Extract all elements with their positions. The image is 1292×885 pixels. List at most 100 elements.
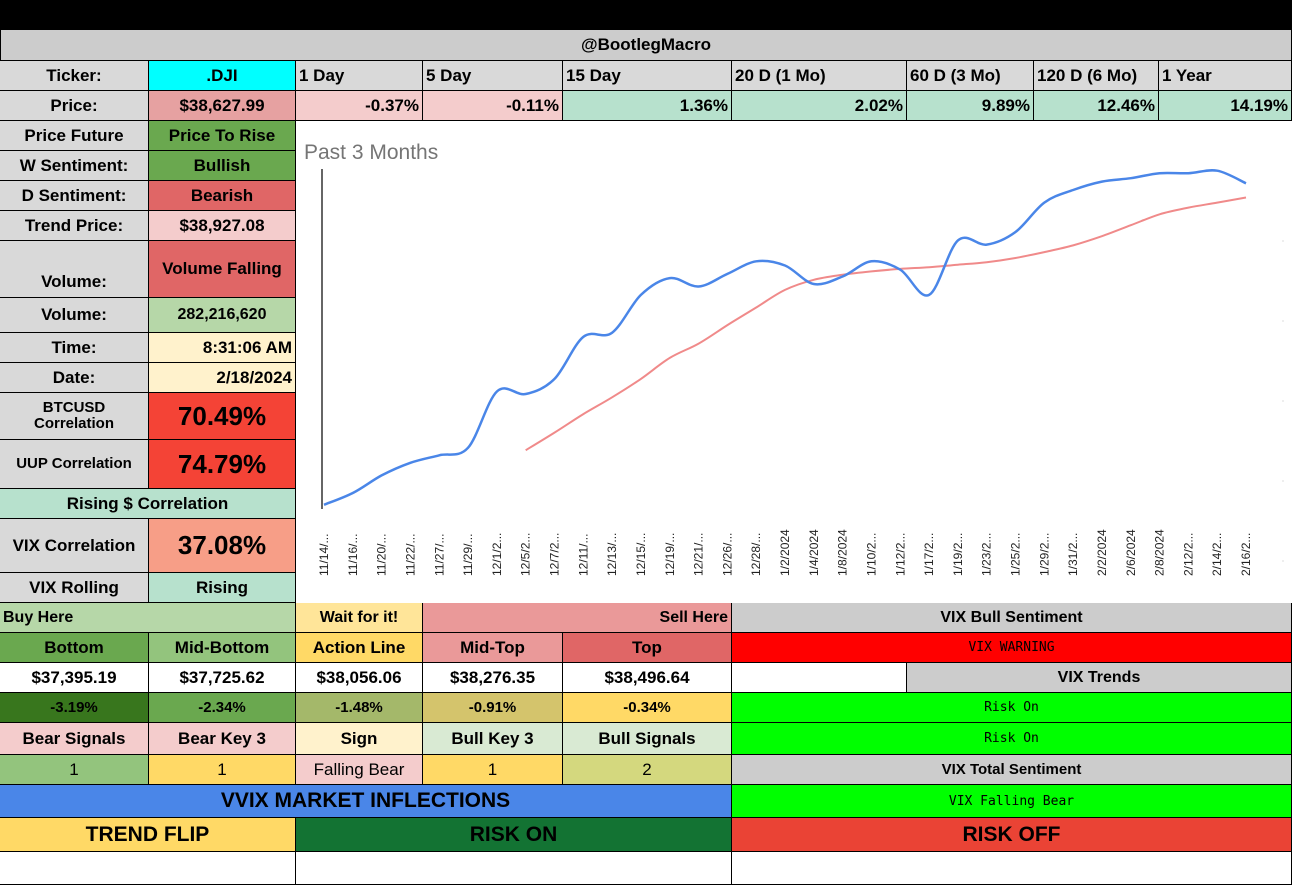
change-5-day: -0.11%	[423, 91, 563, 121]
chart-title: Past 3 Months	[304, 141, 438, 164]
signal-value-sign: Falling Bear	[296, 755, 423, 785]
x-tick-label: 2/14/2...	[1210, 533, 1224, 576]
wait-label: Wait for it!	[296, 603, 423, 633]
level-price-bottom: $37,395.19	[0, 663, 149, 693]
trend-flip-label: TREND FLIP	[0, 818, 296, 852]
x-tick-label: 2/8/2024	[1153, 529, 1167, 576]
level-price-mid-top: $38,276.35	[423, 663, 563, 693]
vvix-title: VVIX MARKET INFLECTIONS	[0, 785, 732, 818]
x-tick-label: 11/29/...	[461, 534, 475, 576]
level-header-mid-top: Mid-Top	[423, 633, 563, 663]
risk-off-cell	[732, 852, 1292, 885]
vix-blank-cell	[732, 663, 907, 693]
price-line	[323, 169, 1247, 506]
trend-flip-cell	[0, 852, 296, 885]
ticker-label: Ticker:	[0, 61, 149, 91]
period-1-day: 1 Day	[296, 61, 423, 91]
vix-falling-bear: VIX Falling Bear	[732, 785, 1292, 818]
x-tick-label: 12/19/...	[663, 533, 677, 576]
w-sentiment-label: W Sentiment:	[0, 151, 149, 181]
vix-risk-on-2: Risk On	[732, 723, 1292, 755]
change-1-year: 14.19%	[1159, 91, 1292, 121]
x-tick-label: 11/14/...	[317, 534, 331, 576]
level-header-mid-bottom: Mid-Bottom	[149, 633, 296, 663]
vix-warning: VIX WARNING	[732, 633, 1292, 663]
price-future-label: Price Future	[0, 121, 149, 151]
sell-here-label: Sell Here	[423, 603, 732, 633]
vix-total-sentiment-label: VIX Total Sentiment	[732, 755, 1292, 785]
x-tick-label: 2/12/2...	[1181, 533, 1195, 576]
period-20-day: 20 D (1 Mo)	[732, 61, 907, 91]
x-tick-label: 2/16/2...	[1239, 533, 1253, 576]
level-pct-mid-top: -0.91%	[423, 693, 563, 723]
x-tick-label: 11/22/...	[403, 534, 417, 576]
time-label: Time:	[0, 333, 149, 363]
btcusd-corr-label: BTCUSD Correlation	[0, 393, 149, 440]
x-tick-label: 12/21/...	[692, 533, 706, 576]
level-header-action-line: Action Line	[296, 633, 423, 663]
ticker-value[interactable]: .DJI	[149, 61, 296, 91]
signal-header-sign: Sign	[296, 723, 423, 755]
signal-header-bear-signals: Bear Signals	[0, 723, 149, 755]
price-value: $38,627.99	[149, 91, 296, 121]
risk-on-label: RISK ON	[296, 818, 732, 852]
trend-line	[525, 196, 1247, 452]
vix-trends-label: VIX Trends	[907, 663, 1292, 693]
signal-value-bear-signals: 1	[0, 755, 149, 785]
period-1-year: 1 Year	[1159, 61, 1292, 91]
vix-bull-sentiment-label: VIX Bull Sentiment	[732, 603, 1292, 633]
vix-corr-value: 37.08%	[149, 519, 296, 573]
x-tick-label: 11/20/...	[375, 534, 389, 576]
x-tick-label: 1/23/2...	[980, 533, 994, 576]
change-20-day: 2.02%	[732, 91, 907, 121]
signal-value-bear-key: 1	[149, 755, 296, 785]
period-60-day: 60 D (3 Mo)	[907, 61, 1034, 91]
x-tick-label: 12/1/2...	[490, 533, 504, 576]
signal-header-bull-signals: Bull Signals	[563, 723, 732, 755]
x-tick-label: 1/17/2...	[922, 533, 936, 576]
uup-corr-value: 74.79%	[149, 440, 296, 489]
volume-label: Volume:	[0, 298, 149, 333]
date-label: Date:	[0, 363, 149, 393]
vix-corr-label: VIX Correlation	[0, 519, 149, 573]
x-tick-label: 12/11/...	[576, 534, 590, 576]
x-tick-label: 11/27/...	[432, 534, 446, 576]
uup-corr-label: UUP Correlation	[0, 440, 149, 489]
d-sentiment-label: D Sentiment:	[0, 181, 149, 211]
x-tick-label: 1/10/2...	[864, 533, 878, 576]
d-sentiment-value: Bearish	[149, 181, 296, 211]
date-value: 2/18/2024	[149, 363, 296, 393]
x-tick-label: 2/6/2024	[1124, 529, 1138, 576]
vix-rolling-label: VIX Rolling	[0, 573, 149, 603]
level-price-mid-bottom: $37,725.62	[149, 663, 296, 693]
rising-dollar-correlation: Rising $ Correlation	[0, 489, 296, 519]
x-tick-label: 1/19/2...	[951, 533, 965, 576]
level-pct-bottom: -3.19%	[0, 693, 149, 723]
risk-on-cell	[296, 852, 732, 885]
period-120-day: 120 D (6 Mo)	[1034, 61, 1159, 91]
volume-trend-value: Volume Falling	[149, 241, 296, 298]
x-tick-label: 12/28/...	[749, 533, 763, 576]
time-value: 8:31:06 AM	[149, 333, 296, 363]
change-1-day: -0.37%	[296, 91, 423, 121]
level-price-action-line: $38,056.06	[296, 663, 423, 693]
price-chart[interactable]: Past 3 Months 11/14/... 11/16/... 11/20/..…	[296, 121, 1284, 604]
period-15-day: 15 Day	[563, 61, 732, 91]
x-tick-label: 11/16/...	[346, 534, 360, 576]
x-tick-label: 1/8/2024	[836, 529, 850, 576]
level-header-bottom: Bottom	[0, 633, 149, 663]
x-tick-label: 1/29/2...	[1037, 533, 1051, 576]
buy-here-label: Buy Here	[0, 603, 296, 633]
w-sentiment-value: Bullish	[149, 151, 296, 181]
change-15-day: 1.36%	[563, 91, 732, 121]
level-price-top: $38,496.64	[563, 663, 732, 693]
change-60-day: 9.89%	[907, 91, 1034, 121]
x-tick-label: 1/25/2...	[1009, 533, 1023, 576]
x-tick-label: 1/4/2024	[807, 529, 821, 576]
level-pct-action-line: -1.48%	[296, 693, 423, 723]
level-pct-top: -0.34%	[563, 693, 732, 723]
trend-price-label: Trend Price:	[0, 211, 149, 241]
x-tick-label: 12/13/...	[605, 533, 619, 576]
change-120-day: 12.46%	[1034, 91, 1159, 121]
price-future-value: Price To Rise	[149, 121, 296, 151]
